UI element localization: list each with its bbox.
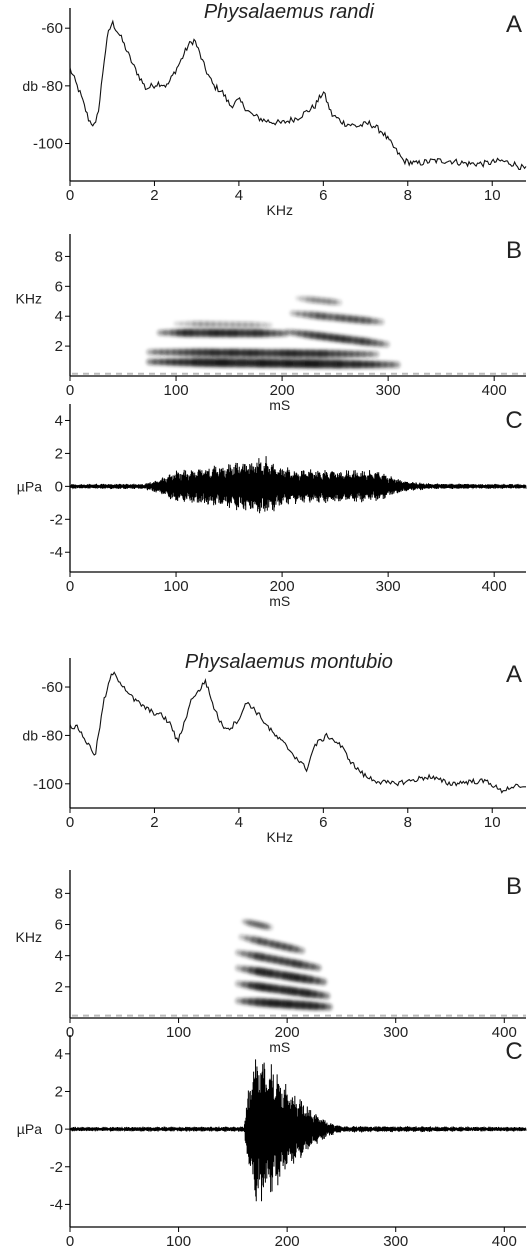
y-tick-label: -4: [50, 1196, 63, 1213]
y-axis-label: µPa: [17, 1121, 42, 1137]
x-tick-label: 2: [150, 814, 158, 831]
x-tick-label: 400: [492, 1024, 517, 1041]
y-tick-label: -60: [41, 20, 63, 37]
x-tick-label: 6: [319, 187, 327, 204]
y-tick-label: -80: [41, 78, 63, 95]
x-tick-label: 100: [166, 1233, 191, 1250]
panel-2-b: 0 100 200 300 400 2 4 6 8 mS KHz B: [16, 234, 526, 413]
harmonic-band-segment: [373, 318, 385, 325]
panel-letter: B: [506, 873, 522, 900]
x-axis-label: mS: [269, 397, 290, 413]
x-tick-label: 8: [404, 187, 412, 204]
x-tick-label: 200: [270, 578, 295, 595]
y-tick-label: -100: [33, 136, 63, 153]
panel-letter: A: [506, 661, 522, 688]
spectrum-line: [69, 671, 526, 794]
y-tick-label: 6: [55, 917, 63, 934]
y-tick-label: 2: [55, 979, 63, 996]
x-tick-label: 4: [235, 187, 243, 204]
x-tick-label: 0: [66, 814, 74, 831]
y-tick-label: 6: [55, 278, 63, 295]
chart-title: Physalaemus montubio: [185, 651, 393, 673]
y-axis-label: db: [22, 78, 38, 94]
y-tick-label: 2: [55, 338, 63, 355]
x-axis-label: mS: [269, 1039, 290, 1055]
x-tick-label: 10: [484, 814, 501, 831]
x-tick-label: 300: [376, 578, 401, 595]
x-tick-label: 0: [66, 1024, 74, 1041]
y-axis-label: KHz: [16, 290, 42, 306]
y-tick-label: 4: [55, 948, 63, 965]
y-tick-label: 4: [55, 412, 63, 429]
y-tick-label: 8: [55, 248, 63, 265]
y-axis-label: db: [22, 727, 38, 743]
x-tick-label: 200: [275, 1024, 300, 1041]
x-tick-label: 4: [235, 814, 243, 831]
x-tick-label: 0: [66, 578, 74, 595]
spectrum-line: [69, 19, 527, 170]
panel-letter: B: [506, 237, 522, 264]
harmonic-band-segment: [315, 977, 327, 986]
x-tick-label: 10: [484, 187, 501, 204]
x-tick-label: 300: [383, 1233, 408, 1250]
y-tick-label: 2: [55, 1083, 63, 1100]
x-tick-label: 0: [66, 1233, 74, 1250]
x-tick-label: 0: [66, 382, 74, 399]
x-tick-label: 400: [482, 382, 507, 399]
panel-letter: C: [505, 407, 522, 434]
x-tick-label: 6: [319, 814, 327, 831]
panel-3-c: 0 100 200 300 400 4 2 0 -2 -4 mS µPa C: [17, 404, 527, 609]
y-tick-label: -100: [33, 776, 63, 793]
y-axis-label: KHz: [16, 929, 42, 945]
x-tick-label: 100: [164, 578, 189, 595]
y-axis-label: µPa: [17, 478, 42, 494]
x-tick-label: 200: [270, 382, 295, 399]
chart-title: Physalaemus randi: [204, 1, 375, 23]
waveform-line: [69, 456, 527, 514]
y-tick-label: -60: [41, 679, 63, 696]
harmonic-band-segment: [264, 924, 273, 931]
y-tick-label: -2: [50, 1159, 63, 1176]
harmonic-band-segment: [318, 991, 331, 1000]
harmonic-band-segment: [310, 963, 322, 971]
x-tick-label: 100: [164, 382, 189, 399]
y-tick-label: -4: [50, 544, 63, 561]
x-tick-label: 300: [376, 382, 401, 399]
panel-letter: C: [505, 1038, 522, 1065]
x-axis-label: mS: [269, 1248, 290, 1250]
x-tick-label: 300: [383, 1024, 408, 1041]
spectrogram-bands: [146, 295, 401, 369]
y-tick-label: 0: [55, 1121, 63, 1138]
x-tick-label: 0: [66, 187, 74, 204]
y-tick-label: 4: [55, 308, 63, 325]
x-tick-label: 200: [275, 1233, 300, 1250]
panel-6-c: 0 100 200 300 400 4 2 0 -2 -4 mS µPa C: [17, 1035, 527, 1250]
panel-4-a: 0 2 4 6 8 10 -60 -80 -100 KHz db A Physalaemus montu…: [22, 651, 526, 845]
x-axis-label: KHz: [267, 829, 293, 845]
x-axis-label: KHz: [267, 202, 293, 218]
x-axis-label: mS: [269, 593, 290, 609]
x-tick-label: 100: [166, 1024, 191, 1041]
panel-1-a: 0 2 4 6 8 10 -60 -80 -100 KHz db A Physalaemus randi: [22, 1, 527, 218]
panel-5-b: 0 100 200 300 400 2 4 6 8 mS KHz B: [16, 870, 526, 1055]
y-tick-label: 0: [55, 478, 63, 495]
waveform-line: [69, 1059, 527, 1202]
harmonic-band-segment: [294, 946, 305, 954]
y-tick-label: -80: [41, 727, 63, 744]
harmonic-band-segment: [378, 340, 390, 348]
panel-letter: A: [506, 11, 522, 38]
y-tick-label: 4: [55, 1046, 63, 1063]
y-tick-label: -2: [50, 511, 63, 528]
x-tick-label: 2: [150, 187, 158, 204]
x-tick-label: 400: [482, 578, 507, 595]
x-tick-label: 8: [404, 814, 412, 831]
x-tick-label: 400: [492, 1233, 517, 1250]
y-tick-label: 8: [55, 885, 63, 902]
y-tick-label: 2: [55, 445, 63, 462]
spectrogram-bands: [235, 919, 333, 1011]
